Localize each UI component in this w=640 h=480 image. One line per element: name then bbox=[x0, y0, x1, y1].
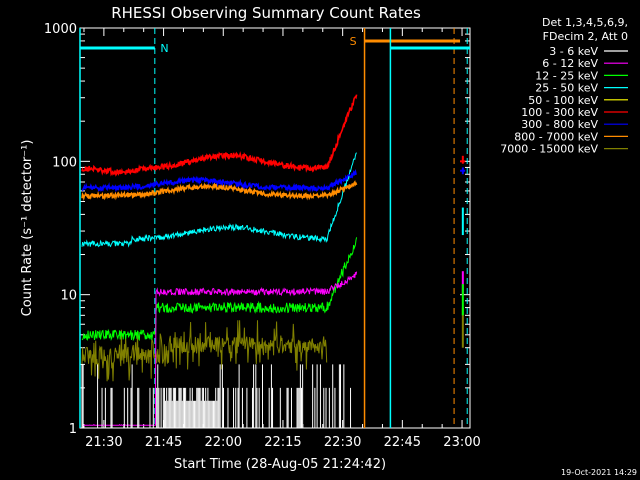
x-tick-label: 22:15 bbox=[264, 435, 301, 450]
x-tick-label: 21:30 bbox=[85, 435, 122, 450]
y-tick-label: 100 bbox=[52, 155, 77, 170]
y-tick-label: 10 bbox=[60, 289, 77, 304]
legend-label: 100 - 300 keV bbox=[521, 106, 598, 119]
curve-300-800keV bbox=[81, 169, 357, 193]
legend-label: 50 - 100 keV bbox=[528, 94, 598, 107]
x-tick-label: 23:00 bbox=[443, 435, 480, 450]
x-axis-label: Start Time (28-Aug-05 21:24:42) bbox=[174, 457, 386, 472]
flags: NS bbox=[79, 28, 470, 428]
x-axis: 21:30 21:45 22:00 22:15 22:30 22:45 23:00 bbox=[83, 28, 481, 450]
y-axis: 1 10 100 1000 bbox=[44, 22, 470, 437]
curve-3-6keV bbox=[81, 364, 352, 428]
footer-date: 19-Oct-2021 14:29 bbox=[561, 468, 637, 477]
y-tick-label: 1 bbox=[69, 422, 77, 437]
chart-title: RHESSI Observing Summary Count Rates bbox=[111, 4, 421, 22]
legend-header-line-1: Det 1,3,4,5,6,9, bbox=[542, 16, 628, 29]
curve-25-50keV bbox=[81, 152, 357, 248]
legend-label: 300 - 800 keV bbox=[521, 118, 598, 131]
legend-label: 800 - 7000 keV bbox=[514, 130, 598, 143]
night-flag-label: N bbox=[160, 42, 168, 55]
legend-label: 6 - 12 keV bbox=[542, 57, 598, 70]
x-tick-label: 21:45 bbox=[145, 435, 182, 450]
x-tick-label: 22:00 bbox=[205, 435, 242, 450]
curve-12-25keV bbox=[81, 237, 358, 342]
count-rate-curves bbox=[81, 94, 358, 426]
legend-label: 3 - 6 keV bbox=[549, 45, 598, 58]
legend-label: 12 - 25 keV bbox=[535, 69, 598, 82]
curve-7000-15000keV bbox=[81, 320, 328, 382]
curve-100-300keV bbox=[81, 94, 358, 177]
legend-header-line-2: FDecim 2, Att 0 bbox=[543, 30, 628, 43]
x-tick-label: 22:30 bbox=[324, 435, 361, 450]
x-tick-label: 22:45 bbox=[384, 435, 421, 450]
post-saa-segments bbox=[460, 155, 466, 348]
y-tick-label: 1000 bbox=[44, 22, 77, 37]
legend-label: 7000 - 15000 keV bbox=[500, 143, 598, 156]
legend-label: 25 - 50 keV bbox=[535, 82, 598, 95]
saa-flag-label: S bbox=[350, 35, 357, 48]
curve-800-7000keV bbox=[81, 180, 358, 202]
plot-frame bbox=[79, 27, 471, 429]
y-axis-label: Count Rate (s⁻¹ detector⁻¹) bbox=[20, 140, 35, 317]
